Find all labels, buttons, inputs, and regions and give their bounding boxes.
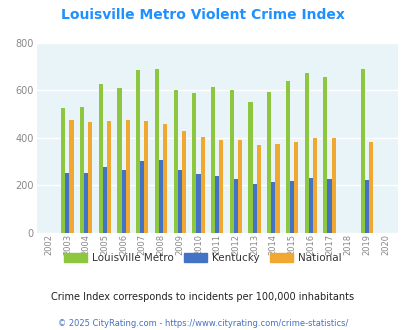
Text: Louisville Metro Violent Crime Index: Louisville Metro Violent Crime Index: [61, 8, 344, 22]
Text: Crime Index corresponds to incidents per 100,000 inhabitants: Crime Index corresponds to incidents per…: [51, 292, 354, 302]
Bar: [237, 140, 241, 233]
Legend: Louisville Metro, Kentucky, National: Louisville Metro, Kentucky, National: [60, 248, 345, 267]
Bar: [107, 121, 111, 233]
Bar: [154, 69, 159, 233]
Bar: [80, 107, 84, 233]
Text: © 2025 CityRating.com - https://www.cityrating.com/crime-statistics/: © 2025 CityRating.com - https://www.city…: [58, 319, 347, 328]
Bar: [252, 184, 256, 233]
Bar: [84, 173, 88, 233]
Bar: [98, 84, 102, 233]
Bar: [271, 182, 275, 233]
Bar: [327, 179, 331, 233]
Bar: [364, 181, 368, 233]
Bar: [322, 77, 327, 233]
Bar: [229, 90, 233, 233]
Bar: [233, 179, 237, 233]
Bar: [360, 69, 364, 233]
Bar: [285, 81, 289, 233]
Bar: [248, 102, 252, 233]
Bar: [200, 137, 204, 233]
Bar: [181, 131, 185, 233]
Bar: [117, 88, 121, 233]
Bar: [308, 178, 312, 233]
Bar: [69, 120, 73, 233]
Bar: [289, 181, 294, 233]
Bar: [88, 122, 92, 233]
Bar: [304, 73, 308, 233]
Bar: [368, 142, 372, 233]
Bar: [219, 140, 223, 233]
Bar: [126, 120, 130, 233]
Bar: [65, 173, 69, 233]
Bar: [196, 174, 200, 233]
Bar: [294, 142, 298, 233]
Bar: [102, 167, 107, 233]
Bar: [61, 108, 65, 233]
Bar: [136, 70, 140, 233]
Bar: [121, 170, 126, 233]
Bar: [177, 170, 181, 233]
Bar: [275, 144, 279, 233]
Bar: [266, 91, 271, 233]
Bar: [256, 145, 260, 233]
Bar: [192, 93, 196, 233]
Bar: [331, 138, 335, 233]
Bar: [144, 121, 148, 233]
Bar: [215, 176, 219, 233]
Bar: [163, 123, 167, 233]
Bar: [312, 138, 316, 233]
Bar: [173, 90, 177, 233]
Bar: [159, 160, 163, 233]
Bar: [140, 161, 144, 233]
Bar: [211, 87, 215, 233]
